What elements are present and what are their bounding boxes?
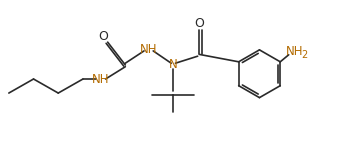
Text: 2: 2 <box>301 50 308 60</box>
Text: NH: NH <box>92 72 109 85</box>
Text: O: O <box>195 17 204 30</box>
Text: N: N <box>169 58 177 71</box>
Text: NH: NH <box>139 43 157 56</box>
Text: O: O <box>98 30 108 43</box>
Text: NH: NH <box>286 45 304 58</box>
